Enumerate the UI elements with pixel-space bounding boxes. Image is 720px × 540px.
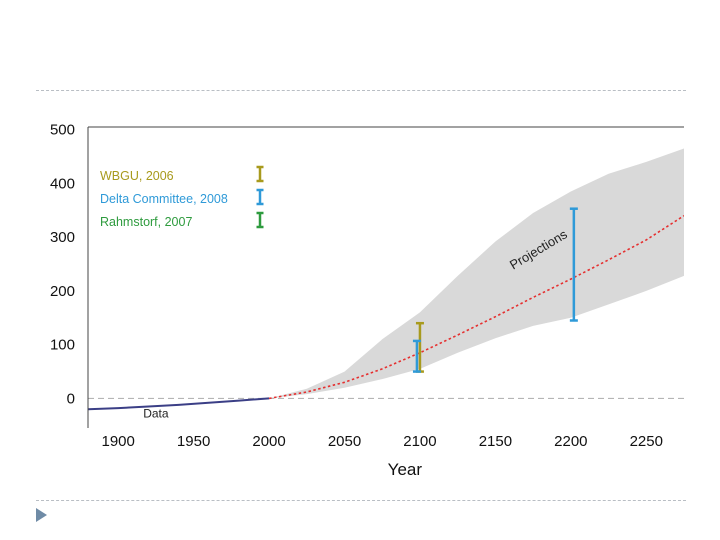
bottom-divider [36, 500, 686, 501]
y-tick-label-400: 400 [50, 175, 75, 192]
data-series-line [88, 397, 270, 411]
y-tick-label-500: 500 [50, 122, 75, 139]
projection-median-line [268, 215, 684, 400]
x-tick-label-2250: 2250 [630, 433, 663, 450]
legend-label-0: WBGU, 2006 [100, 169, 174, 183]
annotation-data: Data [143, 406, 169, 420]
x-tick-label-2000: 2000 [252, 433, 285, 450]
x-tick-label-2200: 2200 [554, 433, 587, 450]
y-tick-label-100: 100 [50, 337, 75, 354]
y-tick-label-200: 200 [50, 283, 75, 300]
plot-layer: 0 100 200 300 400 500 1900 1950 2000 2050 2100 2150… [50, 122, 684, 479]
plot-inner [88, 148, 684, 411]
legend-label-2: Rahmstorf, 2007 [100, 215, 192, 229]
y-tick-label-0: 0 [67, 390, 75, 407]
projection-range-band [269, 148, 684, 399]
x-tick-label-2050: 2050 [328, 433, 361, 450]
x-tick-label-1950: 1950 [177, 433, 210, 450]
y-tick-label-300: 300 [50, 229, 75, 246]
x-tick-label-2150: 2150 [479, 433, 512, 450]
top-divider [36, 90, 686, 91]
legend-label-1: Delta Committee, 2008 [100, 192, 228, 206]
slide-bullet-icon [36, 508, 47, 522]
x-tick-label-1900: 1900 [101, 433, 134, 450]
x-tick-label-2100: 2100 [403, 433, 436, 450]
x-axis-title: Year [388, 460, 423, 479]
